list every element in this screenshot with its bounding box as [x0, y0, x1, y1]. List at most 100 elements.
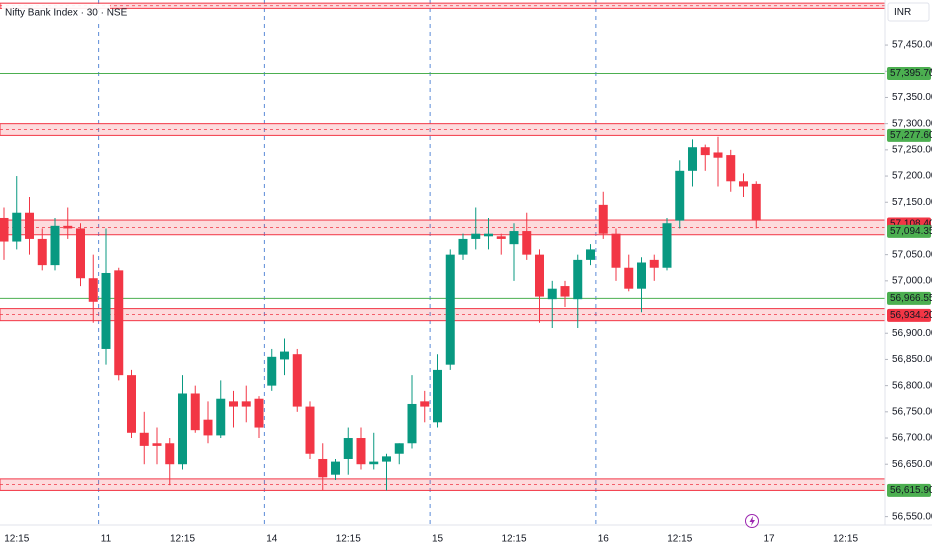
price-tag-label: 57,277.60 [890, 130, 932, 141]
y-tick-label: 57,300.00 [892, 118, 932, 129]
candle-body [713, 152, 723, 158]
candle-body [356, 438, 366, 465]
candle-body [484, 233, 493, 237]
x-tick-label: 12:15 [336, 534, 361, 545]
candle-body [471, 233, 481, 239]
candle-body [445, 254, 455, 365]
price-tag-label: 57,108.40 [890, 219, 932, 230]
candle-body [152, 443, 162, 446]
y-tick-label: 57,150.00 [892, 197, 932, 208]
candle-body [560, 286, 570, 297]
x-tick-label: 12:15 [667, 534, 692, 545]
candle-body [420, 401, 430, 407]
candle-body [280, 351, 289, 360]
candle-body [509, 231, 519, 245]
title-bg [2, 4, 110, 20]
x-tick-label: 11 [101, 534, 112, 545]
y-tick-label: 56,550.00 [892, 511, 932, 522]
price-tag-label: 56,615.90 [890, 485, 932, 496]
candle-body [662, 223, 672, 268]
candle-body [382, 456, 391, 462]
price-tag [887, 67, 931, 81]
candle-body [50, 225, 60, 266]
candle-body [0, 217, 9, 242]
candle-body [76, 228, 85, 279]
candle-body [535, 254, 544, 297]
candle-body [726, 155, 736, 182]
currency-box[interactable] [887, 2, 930, 22]
y-tick-label: 57,050.00 [892, 249, 932, 260]
candle-body [190, 393, 200, 431]
price-tag [887, 291, 931, 305]
x-tick-label: 12:15 [833, 534, 858, 545]
candle-body [637, 262, 646, 289]
x-tick-label: 12:15 [170, 534, 195, 545]
candle-body [178, 393, 187, 465]
candle-body [739, 181, 748, 187]
candle-body [688, 147, 697, 171]
candle-body [611, 233, 621, 268]
candle-body [586, 249, 595, 260]
x-tick-label: 15 [432, 534, 444, 545]
event-icon[interactable] [745, 514, 759, 528]
x-tick-label: 16 [598, 534, 610, 545]
y-tick-label: 56,750.00 [892, 406, 932, 417]
candle-body [407, 403, 417, 444]
candle-body [318, 458, 328, 478]
y-tick-label: 56,800.00 [892, 380, 932, 391]
candle-body [229, 401, 238, 407]
candle-body [114, 270, 124, 376]
candle-body [675, 170, 685, 221]
y-tick-label: 56,900.00 [892, 328, 932, 339]
candle-body [751, 183, 761, 221]
candle-body [101, 272, 111, 349]
x-tick-label: 12:15 [4, 534, 29, 545]
candle-body [292, 354, 302, 407]
y-tick-label: 57,450.00 [892, 40, 932, 51]
candle-body [267, 356, 277, 386]
candle-body [37, 238, 47, 266]
x-tick-label: 14 [266, 534, 278, 545]
currency: INR [894, 7, 911, 18]
candle-body [700, 147, 710, 156]
y-tick-label: 56,700.00 [892, 433, 932, 444]
candle-body [573, 259, 583, 300]
y-tick-label: 57,250.00 [892, 144, 932, 155]
y-tick-label: 57,350.00 [892, 92, 932, 103]
candle-body [331, 461, 340, 475]
candle-body [254, 398, 264, 428]
candle-body [496, 236, 506, 239]
candle-body [241, 401, 251, 407]
candle-body [127, 375, 136, 433]
y-tick-label: 56,850.00 [892, 354, 932, 365]
candle-body [624, 267, 634, 289]
y-tick-label: 57,200.00 [892, 171, 932, 182]
price-tag [887, 483, 931, 497]
candle-body [547, 288, 557, 300]
candle-body [598, 204, 608, 234]
candle-body [63, 225, 73, 229]
price-tag-label: 57,395.70 [890, 68, 932, 79]
candle-body [522, 231, 532, 255]
candle-body [369, 461, 379, 465]
candle-body [139, 432, 149, 446]
candle-body [165, 443, 175, 465]
candle-body [394, 443, 404, 454]
candle-body [25, 212, 34, 239]
x-tick-label: 12:15 [501, 534, 526, 545]
event-bolt [749, 516, 755, 526]
candle-body [458, 238, 468, 255]
y-tick-label: 56,650.00 [892, 459, 932, 470]
candle-body [649, 259, 659, 268]
candle-body [433, 369, 442, 423]
price-tag [887, 128, 931, 142]
price-tag [887, 224, 931, 238]
y-tick-label: 57,000.00 [892, 275, 932, 286]
price-tag-label: 56,934.20 [890, 310, 932, 321]
candle-body [88, 278, 98, 302]
candle-body [305, 406, 315, 454]
candle-body [12, 212, 22, 242]
price-tag [887, 308, 931, 322]
